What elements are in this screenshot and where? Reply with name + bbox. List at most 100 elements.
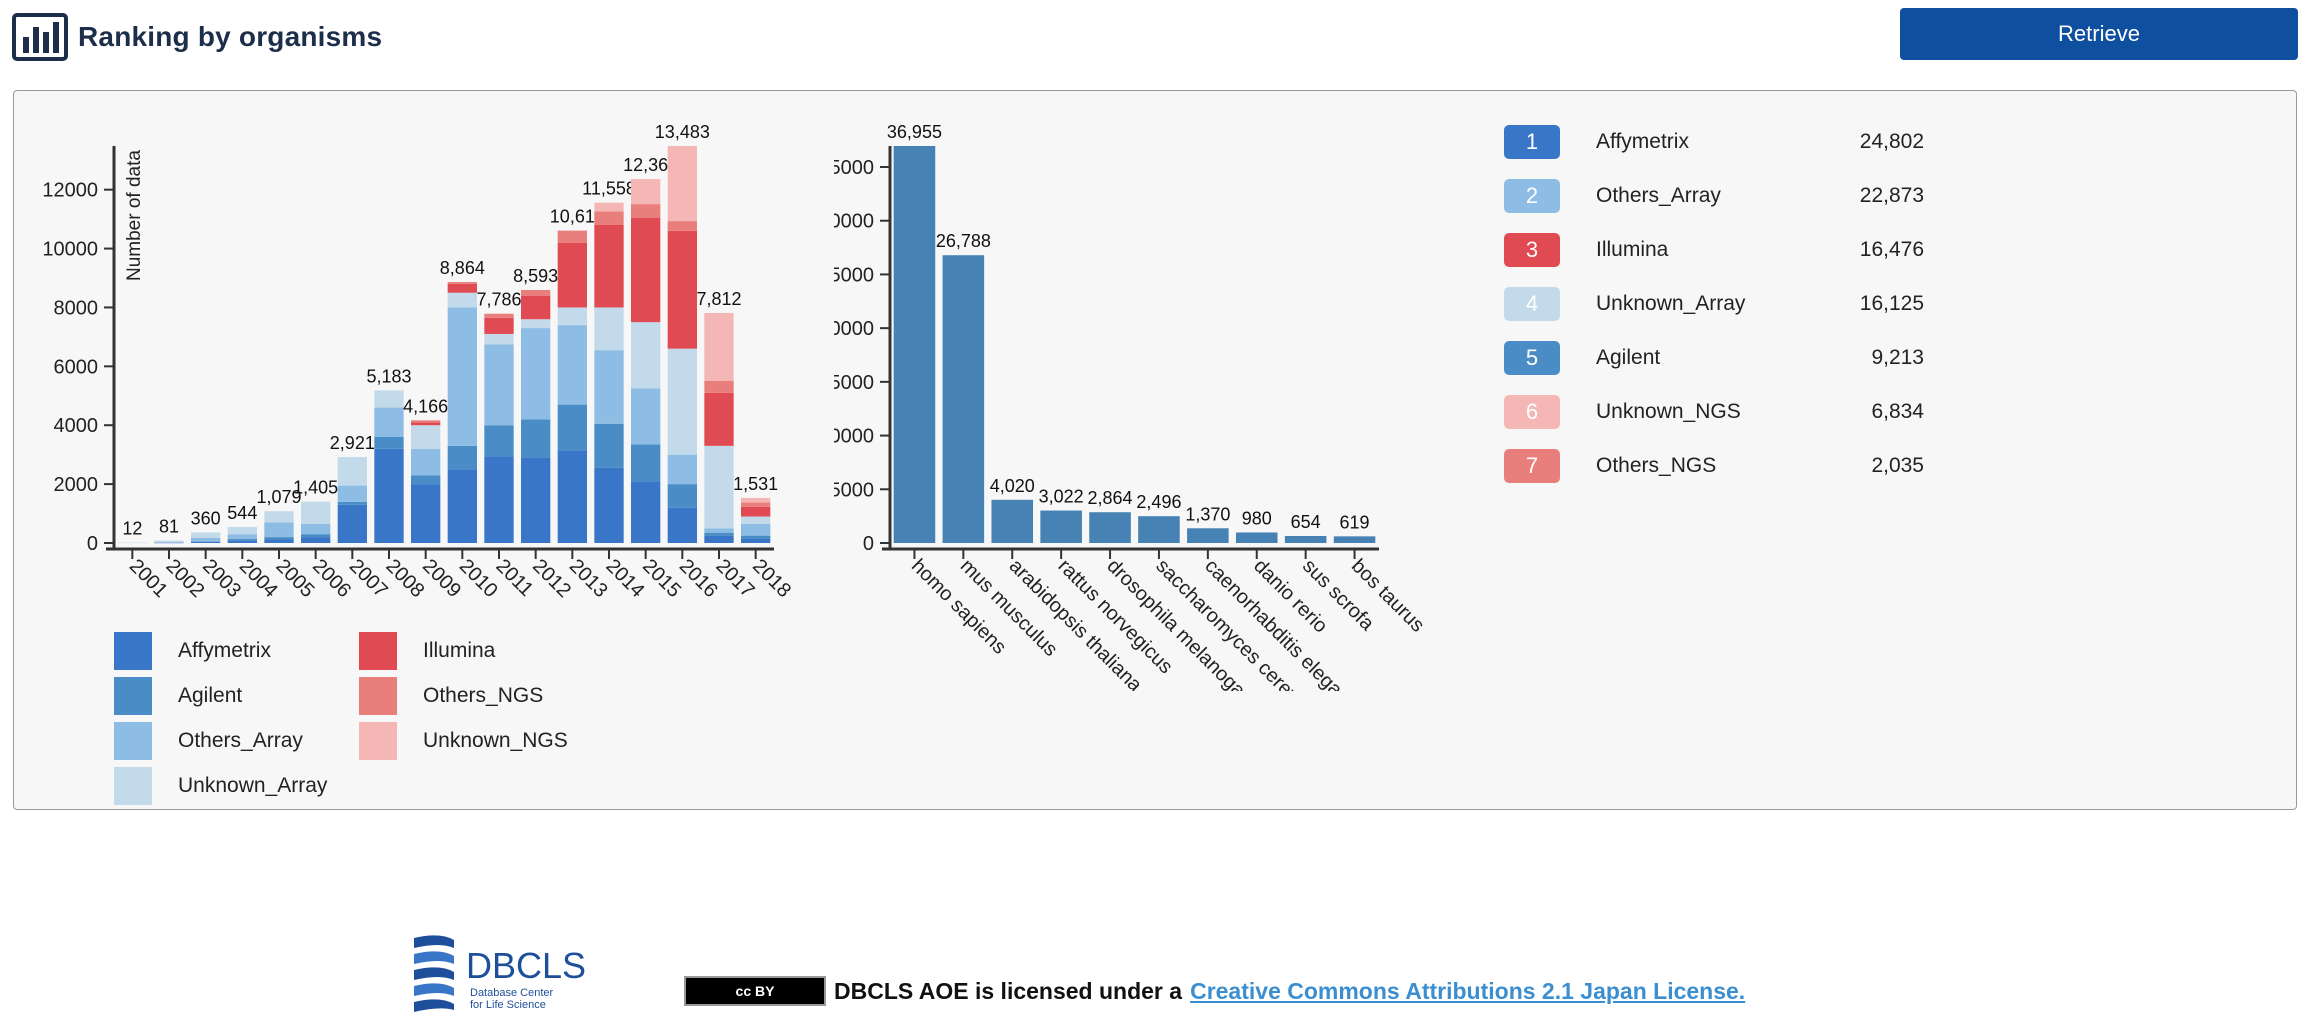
bar-segment: [704, 392, 734, 446]
bar-segment: [521, 295, 551, 320]
rank-name: Others_NGS: [1596, 454, 1717, 477]
x-tick-label: 2002: [161, 555, 208, 602]
chart-panel: 0 2000 4000 6000 8000 10000 12000 Number of dat…: [13, 90, 2297, 810]
ranking-row: 3 Illumina 16,476: [1504, 231, 1924, 269]
rank-count: 16,125: [1859, 292, 1924, 315]
x-tick-label: 2010: [455, 555, 502, 602]
bar-segment: [631, 204, 661, 218]
bar-total-label: 360: [191, 508, 221, 528]
ranking-row: 6 Unknown_NGS 6,834: [1504, 393, 1924, 431]
legend-swatch: [114, 677, 152, 715]
rank-badge: 5: [1504, 341, 1560, 375]
bar-total-label: 81: [159, 517, 179, 537]
year-stacked-bar-chart: 0 2000 4000 6000 8000 10000 12000 Number of dat…: [42, 122, 794, 602]
bar-segment: [411, 448, 441, 476]
x-tick-label: 2016: [675, 555, 722, 602]
bar-segment: [594, 423, 624, 468]
bar-segment: [521, 419, 551, 458]
bar-total-label: 544: [227, 503, 257, 523]
bar-segment: [741, 502, 771, 507]
bar-segment: [227, 534, 257, 539]
license-link[interactable]: Creative Commons Attributions 2.1 Japan …: [1190, 977, 1746, 1004]
bar-segment: [704, 312, 734, 381]
bar-segment: [484, 456, 514, 543]
bar-total-label: 10,61: [550, 207, 595, 227]
bar-value-label: 654: [1291, 512, 1321, 532]
bar-segment: [411, 484, 441, 543]
bar-total-label: 1,531: [733, 474, 778, 494]
organism-bar: [1284, 535, 1327, 543]
bar-segment: [741, 497, 771, 503]
legend-item: Others_NGS: [359, 676, 543, 716]
x-tick-label: 2005: [271, 555, 318, 602]
bar-segment: [631, 179, 661, 205]
bar-segment: [337, 504, 367, 543]
bar-total-label: 8,864: [440, 258, 485, 278]
bar-segment: [264, 511, 294, 523]
bar-segment: [337, 501, 367, 505]
bar-total-label: 1,405: [293, 478, 338, 498]
dbcls-logo-mark: DBCLS Database Center for Life Science: [414, 935, 586, 1012]
rank-name: Affymetrix: [1596, 130, 1689, 153]
legend-label: Agilent: [178, 684, 243, 707]
bar-segment: [704, 380, 734, 393]
bar-segment: [374, 436, 404, 449]
bar-segment: [447, 307, 477, 446]
organism-bar: [1187, 528, 1229, 543]
logo-subtitle-1: Database Center: [470, 987, 553, 999]
bar-segment: [264, 537, 294, 540]
bar-segment: [594, 211, 624, 225]
logo-text: DBCLS: [466, 945, 586, 986]
ranking-row: 7 Others_NGS 2,035: [1504, 447, 1924, 485]
bar-segment: [191, 532, 221, 538]
bar-segment: [594, 307, 624, 351]
bar-segment: [631, 481, 661, 543]
bar-segment: [227, 538, 257, 541]
bar-segment: [704, 445, 734, 529]
bar-segment: [557, 450, 587, 543]
bar-segment: [667, 221, 697, 231]
dbcls-logo[interactable]: DBCLS Database Center for Life Science: [410, 930, 600, 1012]
bar-segment: [411, 422, 441, 426]
bar-segment: [374, 448, 404, 543]
bar-segment: [521, 319, 551, 329]
rank-count: 16,476: [1859, 238, 1924, 261]
bar-segment: [154, 540, 184, 543]
bar-segment: [741, 535, 771, 539]
cc-by-icon[interactable]: cc BY: [684, 976, 826, 1006]
license-text: DBCLS AOE is licensed under a: [834, 977, 1183, 1004]
x-tick-label: 2013: [565, 555, 612, 602]
organism-bar: [1333, 536, 1376, 543]
bar-segment: [447, 469, 477, 543]
organism-bar: [1040, 510, 1082, 543]
bar-segment: [704, 535, 734, 543]
logo-subtitle-2: for Life Science: [470, 999, 546, 1011]
bar-segment: [264, 539, 294, 543]
retrieve-button[interactable]: Retrieve: [1900, 8, 2298, 60]
legend-swatch: [114, 632, 152, 670]
rank-badge: 1: [1504, 125, 1560, 159]
bar-segment: [191, 537, 221, 542]
bar-segment: [447, 283, 477, 293]
page-title: Ranking by organisms: [78, 21, 383, 52]
legend-item: Unknown_NGS: [359, 721, 568, 761]
bar-segment: [594, 224, 624, 308]
bar-segment: [667, 348, 697, 455]
rank-name: Others_Array: [1596, 184, 1721, 207]
bar-segment: [484, 317, 514, 334]
bar-segment: [631, 444, 661, 482]
ranking-row: 1 Affymetrix 24,802: [1504, 123, 1924, 161]
bar-segment: [594, 350, 624, 424]
ranking-row: 4 Unknown_Array 16,125: [1504, 285, 1924, 323]
legend-swatch: [114, 767, 152, 805]
x-tick-label: 2014: [601, 555, 648, 602]
bar-segment: [557, 404, 587, 451]
bar-segment: [667, 507, 697, 543]
bar-value-label: 980: [1242, 508, 1272, 528]
bar-segment: [154, 542, 184, 544]
x-tick-label: 2006: [308, 555, 355, 602]
y-tick-label: 2000: [54, 474, 99, 496]
organism-bar: [1089, 512, 1131, 543]
legend-label: Illumina: [423, 639, 496, 662]
bar-segment: [484, 425, 514, 457]
